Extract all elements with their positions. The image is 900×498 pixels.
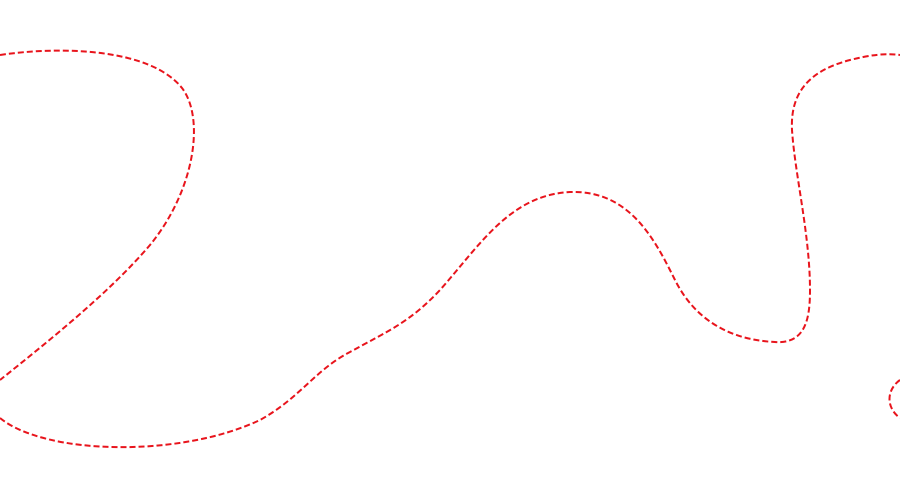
main-dashed-curve	[0, 49, 900, 449]
edge-arc-right	[888, 379, 900, 419]
